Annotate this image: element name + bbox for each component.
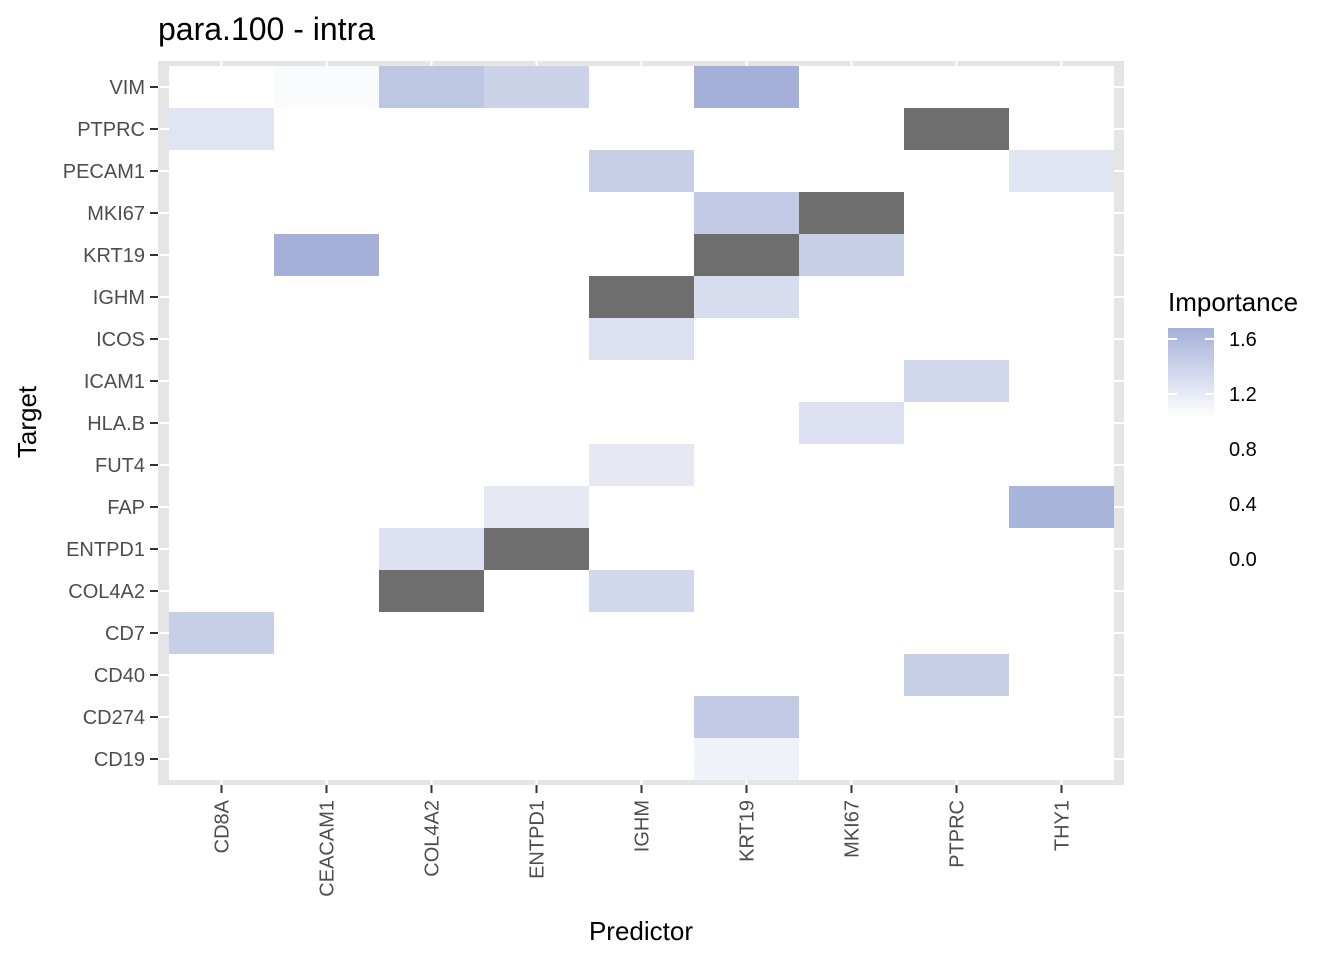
heatmap-cell: [169, 108, 274, 150]
y-axis-title: Target: [12, 385, 42, 458]
y-tick-label: ENTPD1: [66, 539, 145, 561]
heatmap-cell: [589, 276, 694, 318]
heatmap-cell: [379, 66, 484, 108]
y-tick-label: KRT19: [83, 245, 145, 267]
heatmap-cell: [274, 66, 379, 108]
y-tick-label: VIM: [109, 77, 145, 99]
y-tick-label: FAP: [107, 497, 145, 519]
heatmap-cell: [1009, 486, 1114, 528]
heatmap-cell: [274, 234, 379, 276]
legend-label: 1.6: [1229, 329, 1257, 351]
heatmap-cell: [694, 276, 799, 318]
y-tick-label: PTPRC: [77, 119, 145, 141]
heatmap-cell: [694, 192, 799, 234]
y-tick-label: MKI67: [87, 203, 145, 225]
heatmap-cell: [379, 570, 484, 612]
heatmap-cell: [694, 738, 799, 780]
y-tick-label: CD40: [94, 665, 145, 687]
heatmap-cell: [589, 444, 694, 486]
heatmap-cell: [589, 570, 694, 612]
heatmap-cell: [484, 66, 589, 108]
legend-label: 1.2: [1229, 384, 1257, 406]
x-tick-label: CD8A: [212, 799, 234, 853]
y-tick-label: CD19: [94, 749, 145, 771]
heatmap-cells: [169, 66, 1114, 780]
heatmap-cell: [799, 234, 904, 276]
y-tick-label: ICOS: [96, 329, 145, 351]
x-tick-label: COL4A2: [422, 800, 444, 877]
y-tick-label: IGHM: [93, 287, 145, 309]
heatmap-cell: [799, 402, 904, 444]
heatmap-cell: [904, 360, 1009, 402]
heatmap-cell: [379, 528, 484, 570]
x-tick-label: CEACAM1: [317, 800, 339, 897]
legend-title: Importance: [1168, 287, 1298, 317]
y-tick-label: CD274: [83, 707, 145, 729]
x-tick-label: KRT19: [737, 800, 759, 862]
heatmap-cell: [694, 66, 799, 108]
heatmap-cell: [904, 108, 1009, 150]
x-axis-title: Predictor: [589, 916, 693, 946]
x-tick-label: MKI67: [842, 800, 864, 858]
legend-label: 0.0: [1229, 549, 1257, 571]
legend-label: 0.8: [1229, 439, 1257, 461]
y-axis: VIM PTPRC PECAM1 MKI67 KRT19 IGHM ICOS ICAM1 HLA…: [63, 77, 158, 771]
heatmap-cell: [589, 318, 694, 360]
y-tick-label: FUT4: [95, 455, 145, 477]
heatmap-cell: [694, 696, 799, 738]
y-tick-label: PECAM1: [63, 161, 145, 183]
x-tick-label: IGHM: [632, 800, 654, 852]
y-tick-label: CD7: [105, 623, 145, 645]
heatmap-cell: [169, 612, 274, 654]
heatmap-cell: [694, 234, 799, 276]
heatmap-cell: [484, 486, 589, 528]
chart-title: para.100 - intra: [158, 11, 375, 47]
legend-colorbar: [1168, 328, 1214, 418]
heatmap-cell: [904, 654, 1009, 696]
heatmap-cell: [799, 192, 904, 234]
x-tick-label: ENTPD1: [527, 800, 549, 879]
y-tick-label: ICAM1: [84, 371, 145, 393]
legend: Importance 1.6 1.2 0.8 0.4 0.0: [1168, 287, 1298, 571]
heatmap-cell: [484, 528, 589, 570]
heatmap-cell: [1009, 150, 1114, 192]
legend-label: 0.4: [1229, 494, 1257, 516]
x-axis: CD8A CEACAM1 COL4A2 ENTPD1 IGHM KRT19 MKI67 PTP…: [212, 785, 1074, 897]
heatmap-cell: [589, 150, 694, 192]
y-tick-label: COL4A2: [68, 581, 145, 603]
x-tick-label: THY1: [1052, 800, 1074, 851]
x-tick-label: PTPRC: [947, 800, 969, 868]
y-tick-label: HLA.B: [87, 413, 145, 435]
